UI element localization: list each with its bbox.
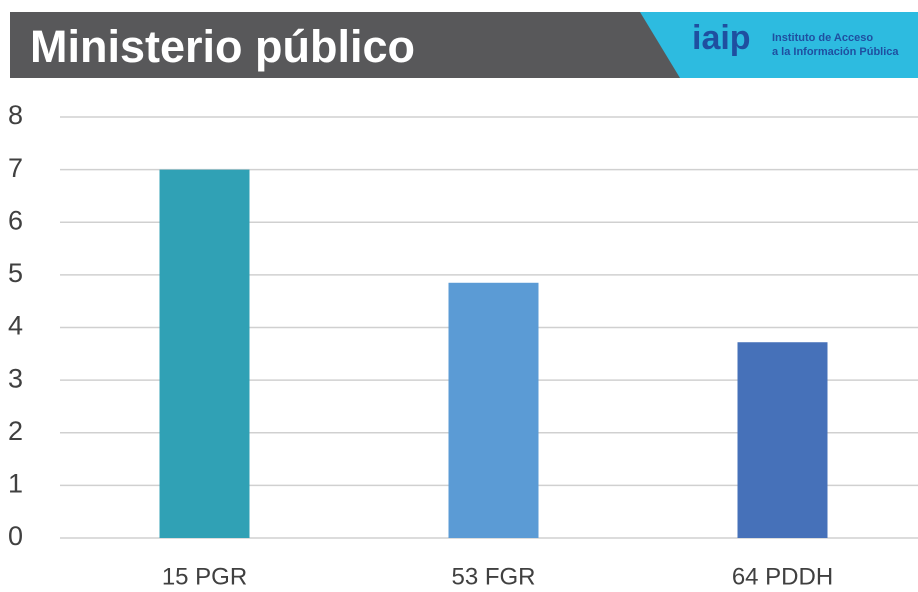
y-tick-label: 4 [8,311,23,341]
bar [737,342,828,538]
logo-banner [640,12,918,78]
y-tick-label: 0 [8,521,23,551]
y-tick-label: 3 [8,363,23,393]
x-tick-label: 53 FGR [451,563,535,590]
x-tick-label: 64 PDDH [732,563,833,590]
y-tick-label: 1 [8,469,23,499]
y-tick-label: 6 [8,205,23,235]
bar [159,169,250,538]
y-tick-label: 7 [8,153,23,183]
logo-text: Instituto de Acceso [772,32,873,44]
y-tick-label: 5 [8,258,23,288]
y-tick-label: 8 [8,100,23,130]
logo-text: a la Información Pública [772,46,899,58]
chart-title: Ministerio público [30,21,415,72]
bar [448,282,539,538]
y-tick-label: 2 [8,416,23,446]
x-tick-label: 15 PGR [162,563,247,590]
title-banner [10,12,690,78]
logo-mark: iaip [692,19,751,57]
